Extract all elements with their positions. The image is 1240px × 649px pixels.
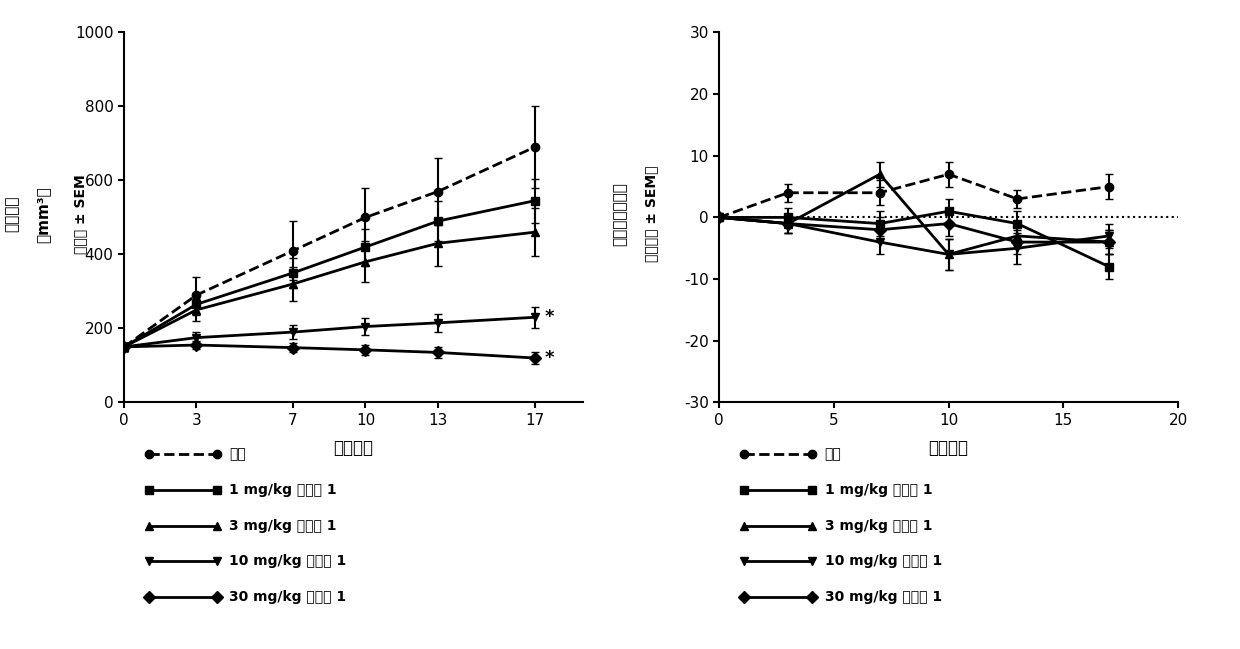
Text: 30 mg/kg 化合物 1: 30 mg/kg 化合物 1 [825, 590, 941, 604]
Text: 对照: 对照 [825, 447, 842, 461]
Text: 3 mg/kg 化合物 1: 3 mg/kg 化合物 1 [229, 519, 337, 533]
Text: 肿瘤体积: 肿瘤体积 [5, 196, 20, 232]
X-axis label: 治疗天数: 治疗天数 [929, 439, 968, 457]
Text: 平均值 ± SEM: 平均值 ± SEM [73, 175, 88, 254]
Text: （mm³）: （mm³） [36, 186, 51, 243]
Text: 1 mg/kg 化合物 1: 1 mg/kg 化合物 1 [825, 483, 932, 497]
Text: 3 mg/kg 化合物 1: 3 mg/kg 化合物 1 [825, 519, 932, 533]
Text: 体重变化百分比: 体重变化百分比 [613, 182, 627, 246]
X-axis label: 治疗天数: 治疗天数 [334, 439, 373, 457]
Text: 对照: 对照 [229, 447, 247, 461]
Text: *: * [544, 308, 554, 326]
Text: （平均值 ± SEM）: （平均值 ± SEM） [644, 166, 658, 262]
Text: 10 mg/kg 化合物 1: 10 mg/kg 化合物 1 [825, 554, 942, 569]
Text: 1 mg/kg 化合物 1: 1 mg/kg 化合物 1 [229, 483, 337, 497]
Text: 30 mg/kg 化合物 1: 30 mg/kg 化合物 1 [229, 590, 346, 604]
Text: 10 mg/kg 化合物 1: 10 mg/kg 化合物 1 [229, 554, 347, 569]
Text: *: * [544, 349, 554, 367]
